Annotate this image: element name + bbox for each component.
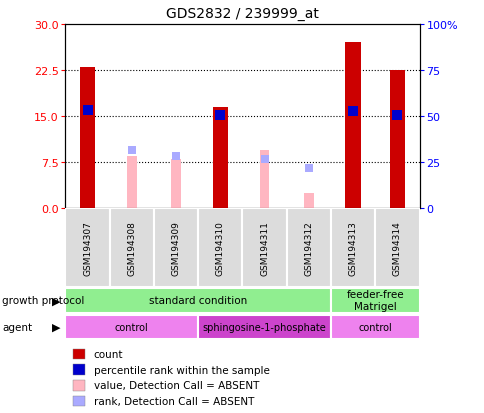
Text: GSM194308: GSM194308	[127, 221, 136, 275]
Text: GSM194311: GSM194311	[259, 221, 269, 275]
Text: ▶: ▶	[52, 322, 60, 332]
Bar	[198, 315, 330, 339]
Point	[304, 166, 312, 172]
Bar	[330, 288, 419, 313]
Text: growth protocol: growth protocol	[2, 295, 85, 306]
Bar	[153, 209, 198, 287]
Bar	[389, 71, 404, 209]
Bar	[303, 193, 313, 209]
Text: count: count	[93, 349, 123, 359]
Bar	[73, 349, 85, 359]
Bar	[80, 68, 95, 209]
Bar	[330, 209, 375, 287]
Bar	[73, 365, 85, 375]
Bar	[73, 396, 85, 406]
Point	[128, 147, 136, 154]
Text: ▶: ▶	[52, 295, 60, 306]
Text: GSM194307: GSM194307	[83, 221, 92, 275]
Point	[216, 112, 224, 119]
Text: control: control	[115, 322, 149, 332]
Text: percentile rank within the sample: percentile rank within the sample	[93, 365, 269, 375]
Bar	[198, 209, 242, 287]
Bar	[212, 107, 227, 209]
Text: GSM194313: GSM194313	[348, 221, 357, 275]
Bar	[127, 157, 136, 209]
Text: rank, Detection Call = ABSENT: rank, Detection Call = ABSENT	[93, 396, 254, 406]
Text: value, Detection Call = ABSENT: value, Detection Call = ABSENT	[93, 380, 258, 391]
Text: standard condition: standard condition	[149, 295, 247, 306]
Text: agent: agent	[2, 322, 32, 332]
Text: GSM194310: GSM194310	[215, 221, 225, 275]
Bar	[109, 209, 153, 287]
Title: GDS2832 / 239999_at: GDS2832 / 239999_at	[166, 7, 318, 21]
Text: GSM194314: GSM194314	[392, 221, 401, 275]
Text: GSM194312: GSM194312	[304, 221, 313, 275]
Bar	[65, 288, 330, 313]
Bar	[345, 43, 360, 209]
Bar	[375, 209, 419, 287]
Bar	[171, 159, 181, 209]
Point	[260, 156, 268, 163]
Bar	[242, 209, 286, 287]
Text: control: control	[358, 322, 392, 332]
Bar	[259, 150, 269, 209]
Bar	[330, 315, 419, 339]
Bar	[65, 209, 109, 287]
Point	[84, 107, 91, 114]
Point	[348, 109, 356, 115]
Bar	[286, 209, 330, 287]
Text: GSM194309: GSM194309	[171, 221, 180, 275]
Bar	[73, 380, 85, 391]
Point	[393, 112, 400, 119]
Text: sphingosine-1-phosphate: sphingosine-1-phosphate	[202, 322, 326, 332]
Bar	[65, 315, 198, 339]
Text: feeder-free
Matrigel: feeder-free Matrigel	[346, 290, 403, 311]
Point	[172, 153, 180, 160]
